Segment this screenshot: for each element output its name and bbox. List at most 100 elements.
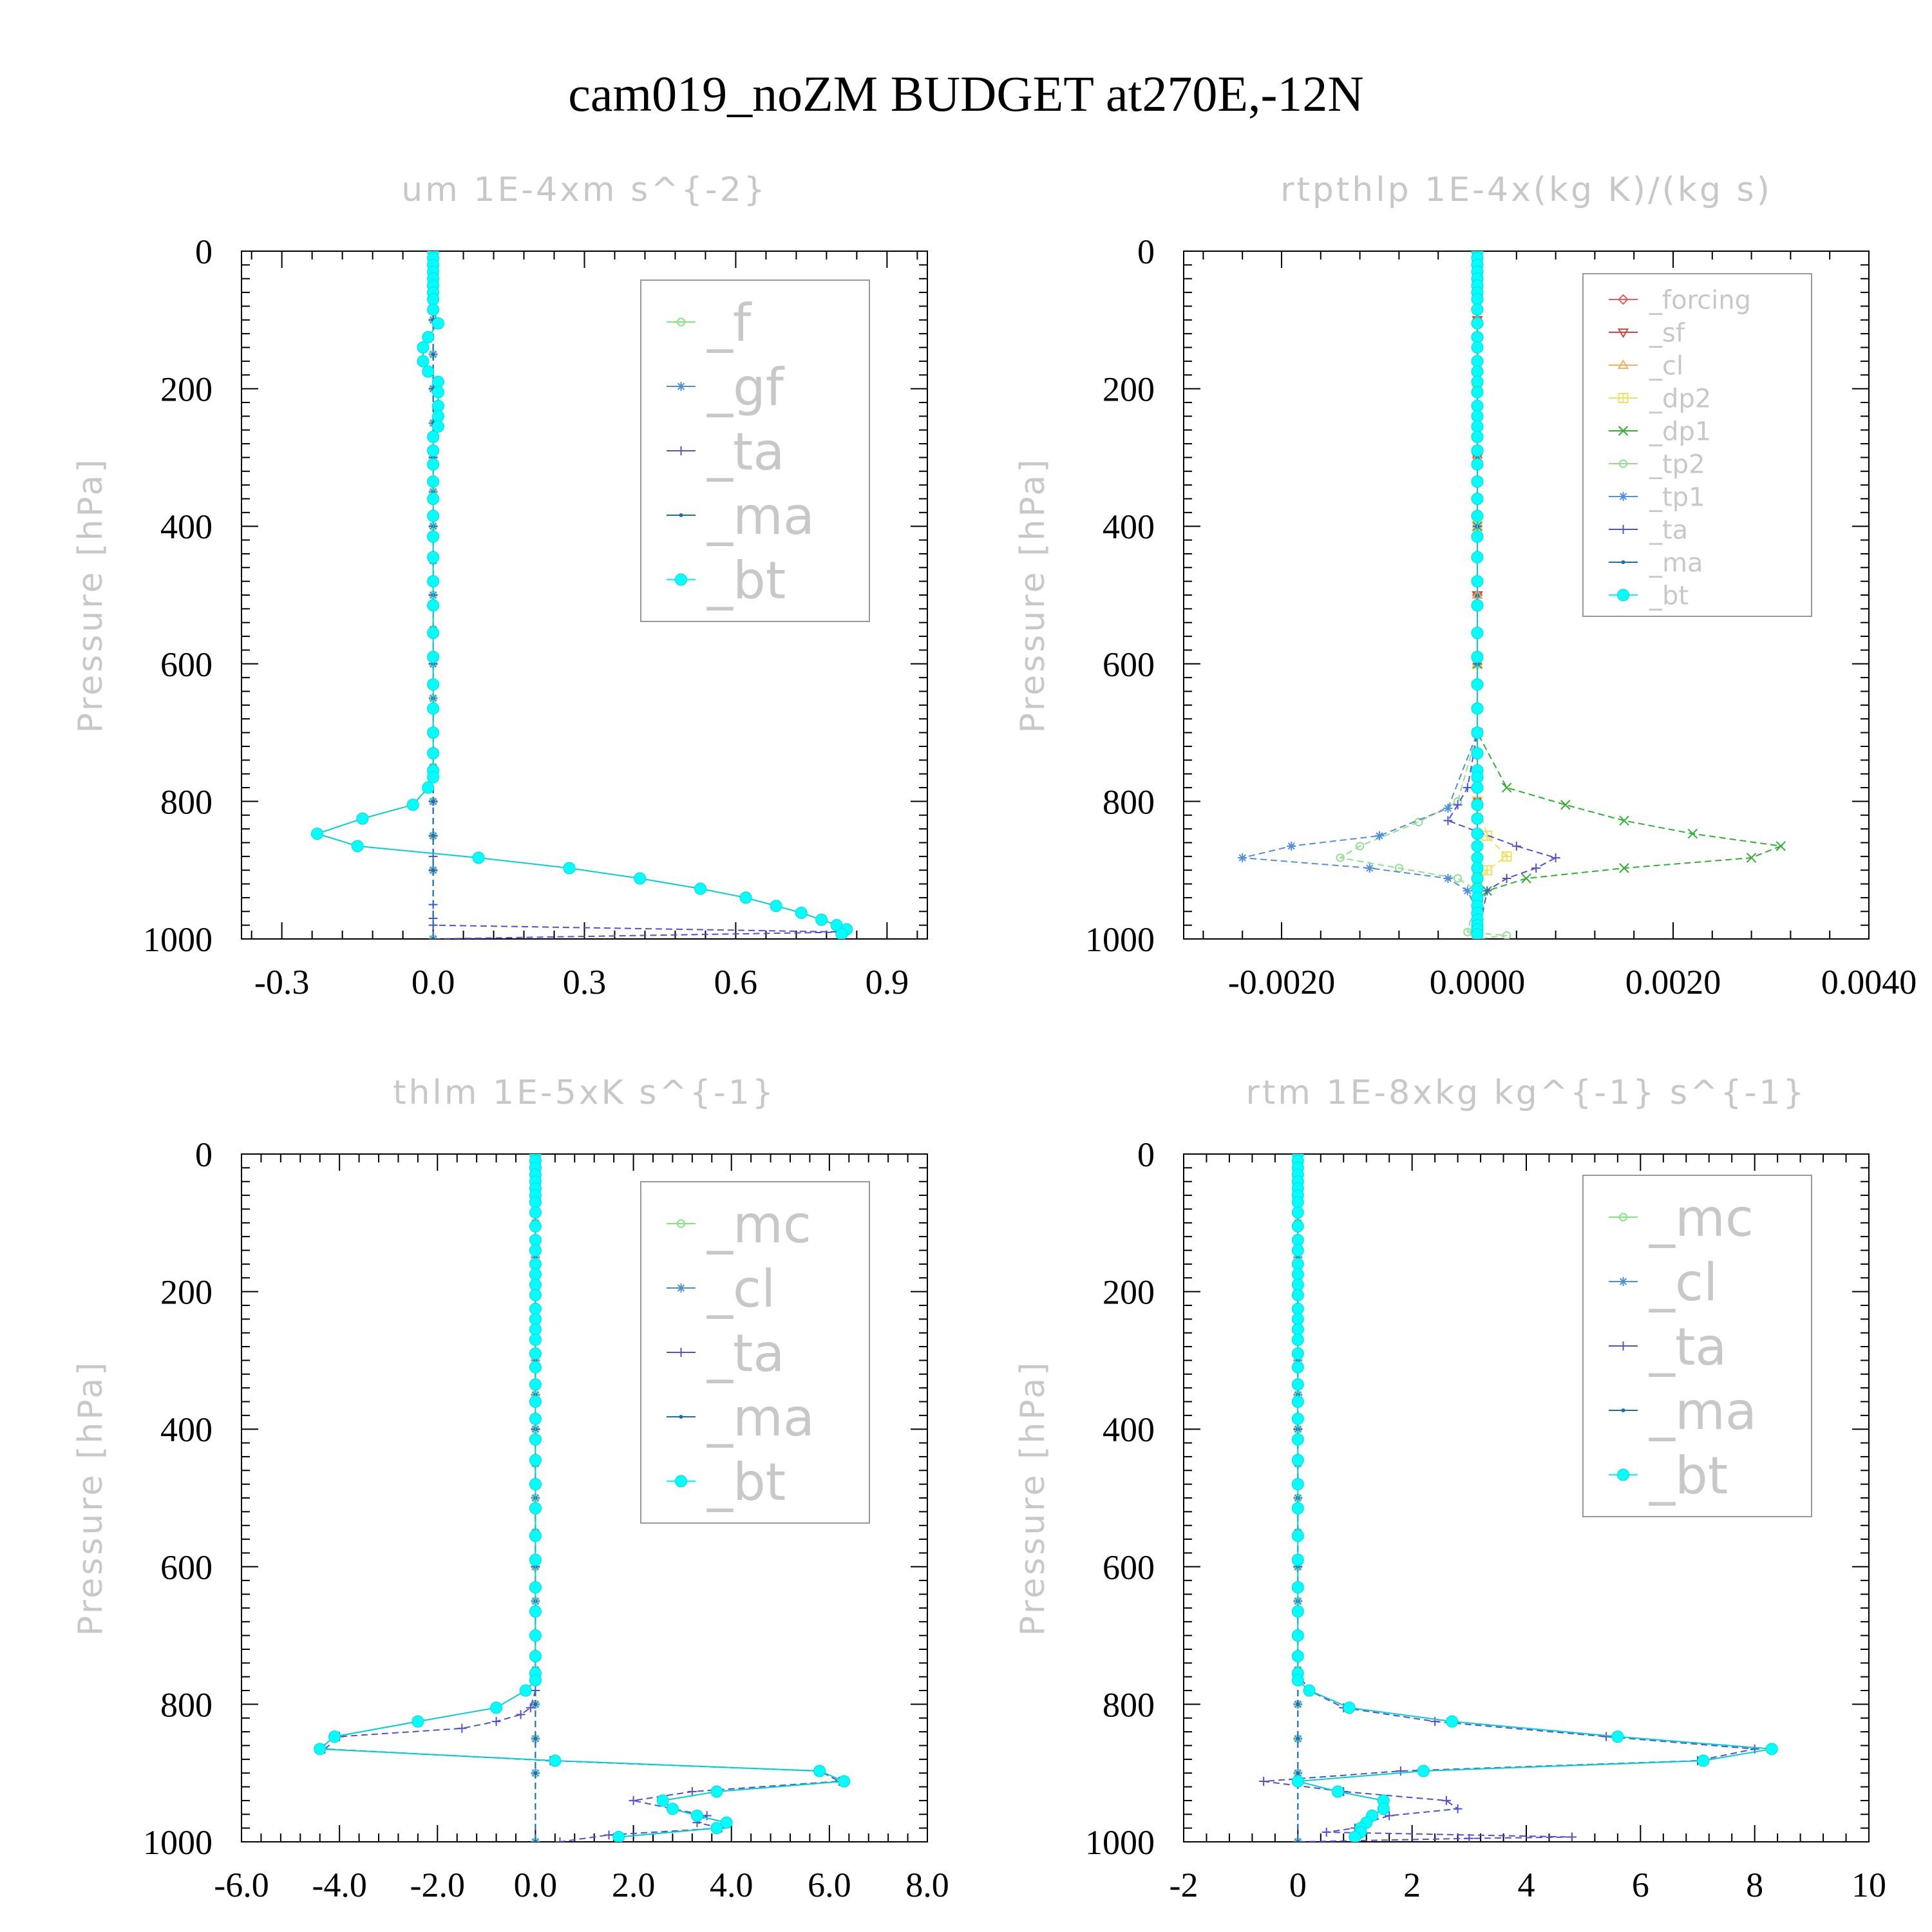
data-point-bt	[1471, 726, 1484, 739]
data-point-bt	[529, 1268, 542, 1281]
legend-marker	[1621, 560, 1625, 564]
data-point-bt	[422, 331, 435, 343]
x-tick-label: 0.0020	[1625, 963, 1721, 1001]
legend-marker	[676, 1283, 686, 1293]
data-point-bt	[427, 492, 440, 505]
legend-marker	[676, 1348, 686, 1357]
data-point-bt	[1349, 1831, 1361, 1842]
data-point-ma	[431, 937, 435, 939]
data-point-ma	[533, 1736, 538, 1741]
data-point-bt	[1471, 331, 1484, 343]
data-point-ta	[1602, 1732, 1611, 1741]
data-point-bt	[720, 1816, 733, 1829]
data-point-bt	[1471, 575, 1484, 588]
data-point-ta	[1551, 853, 1560, 862]
x-tick-label: 10	[1852, 1866, 1886, 1904]
data-point-bt	[1471, 851, 1484, 864]
legend-label: _cl	[1649, 351, 1683, 381]
data-point-bt	[1291, 1454, 1304, 1466]
data-point-ta	[555, 1837, 565, 1842]
legend-label: _mc	[1649, 1188, 1754, 1248]
y-axis-label: Pressure [hPa]	[1014, 457, 1052, 734]
data-point-bt	[1471, 771, 1484, 784]
data-point-bt	[529, 1605, 542, 1618]
data-point-bt	[529, 1323, 542, 1336]
data-point-ta	[687, 1787, 697, 1797]
data-point-bt	[431, 410, 444, 422]
data-point-bt	[422, 781, 435, 794]
panel-3: thlm 1E-5xK s^{-1} Pressure [hPa] -6.0 -4.0…	[71, 1074, 949, 1904]
x-tick-label: 0.0040	[1821, 963, 1917, 1001]
data-point-bt	[770, 900, 782, 913]
data-point-bt	[563, 862, 576, 875]
data-point-bt	[529, 1581, 542, 1594]
data-point-bt	[427, 509, 440, 522]
data-point-bt	[529, 1258, 542, 1271]
data-point-tp1	[1443, 874, 1453, 884]
data-point-bt	[310, 828, 323, 840]
x-tick-label: 2	[1403, 1866, 1421, 1904]
data-point-tp1	[1375, 831, 1384, 840]
legend: _forcing_sf_cl _dp2 _dp1 _tp2 _tp1_ta_ma_bt	[1582, 273, 1812, 617]
legend-marker	[1617, 359, 1629, 369]
data-point-ta	[1567, 1832, 1577, 1842]
data-point-dp1	[1521, 873, 1531, 884]
legend-label: _mc	[706, 1195, 811, 1255]
data-point-bt	[529, 1650, 542, 1663]
data-point-bt	[529, 1333, 542, 1346]
y-tick-label: 1000	[143, 920, 213, 959]
legend-marker	[676, 1219, 686, 1228]
data-point-bt	[1291, 1302, 1304, 1315]
plot-area	[1238, 251, 1786, 939]
data-point-bt	[1291, 1289, 1304, 1302]
x-tick-label: 0.9	[866, 963, 909, 1001]
data-point-ma	[1296, 1840, 1300, 1842]
data-point-bt	[472, 851, 485, 864]
data-point-bt	[1471, 341, 1484, 354]
data-point-bt	[431, 375, 444, 388]
data-point-bt	[529, 1278, 542, 1291]
y-tick-label: 800	[160, 782, 213, 821]
data-point-bt	[529, 1289, 542, 1302]
data-point-bt	[1291, 1530, 1304, 1542]
data-point-bt	[1291, 1206, 1304, 1219]
legend-label: _dp2	[1649, 384, 1711, 413]
x-tick-label: -0.3	[254, 963, 309, 1001]
data-point-bt	[1471, 475, 1484, 488]
data-point-bt	[1291, 1323, 1304, 1336]
data-point-bt	[815, 913, 828, 926]
data-point-bt	[417, 341, 430, 354]
data-point-bt	[1471, 355, 1484, 368]
legend-label: _ma	[1649, 1381, 1757, 1441]
data-point-ta	[457, 1723, 467, 1733]
data-point-bt	[1471, 799, 1484, 811]
data-point-bt	[1471, 444, 1484, 457]
y-tick-label: 1000	[143, 1823, 213, 1862]
data-point-bt	[1471, 702, 1484, 715]
data-point-dp1	[1746, 853, 1757, 863]
y-tick-label: 1000	[1085, 1823, 1155, 1862]
data-point-ta	[1502, 874, 1511, 884]
legend: _f_gf_ta_ma_bt	[640, 279, 870, 622]
data-point-bt	[1417, 1765, 1430, 1777]
data-point-bt	[1377, 1803, 1390, 1815]
data-point-bt	[529, 1412, 542, 1425]
data-point-bt	[529, 1629, 542, 1642]
x-tick-label: 0.3	[563, 963, 607, 1001]
data-point-bt	[1291, 1312, 1304, 1325]
legend-marker	[1617, 1468, 1629, 1481]
legend-marker	[1618, 1213, 1628, 1222]
y-axis-label: Pressure [hPa]	[71, 457, 110, 734]
legend-label: _tp2	[1649, 450, 1705, 479]
data-point-bt	[1446, 1715, 1459, 1728]
x-tick-label: -4.0	[312, 1866, 366, 1904]
data-point-bt	[666, 1803, 679, 1815]
data-point-bt	[1291, 1361, 1304, 1374]
x-tick-label: 0.6	[714, 963, 758, 1001]
legend-marker	[1618, 426, 1629, 436]
data-point-bt	[427, 530, 440, 543]
data-point-ta	[1511, 841, 1521, 851]
data-point-bt	[1291, 1395, 1304, 1408]
data-point-ta	[1321, 1828, 1331, 1837]
